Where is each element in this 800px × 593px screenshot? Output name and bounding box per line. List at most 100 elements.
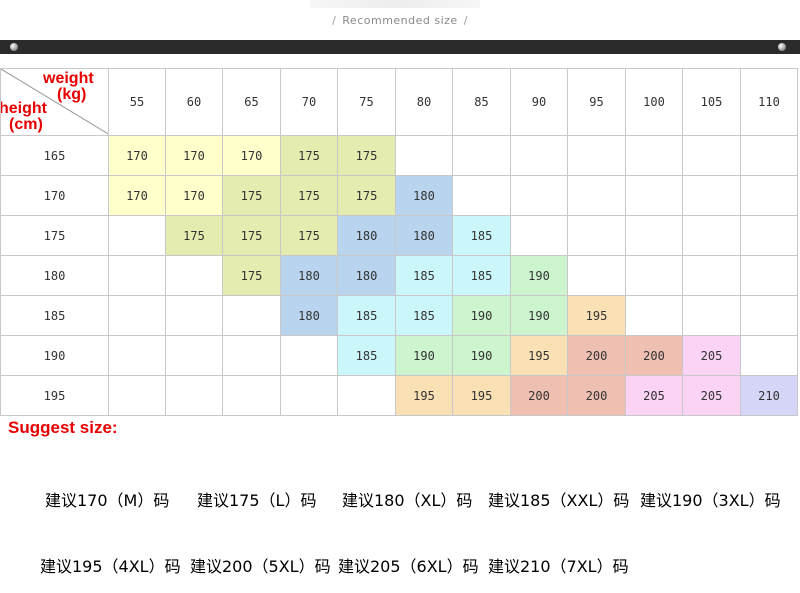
size-cell: 205 [682, 335, 741, 376]
size-cell: 185 [395, 255, 453, 296]
height-cell: 175 [0, 215, 109, 256]
size-cell [165, 295, 223, 336]
size-cell [625, 295, 683, 336]
legend-label: 建议175（L）码 [197, 491, 317, 510]
title-bar-left: / [332, 14, 337, 27]
size-cell: 195 [452, 375, 511, 416]
size-cell: 170 [108, 175, 166, 216]
size-cell [108, 255, 166, 296]
size-cell [510, 175, 568, 216]
size-cell: 200 [510, 375, 568, 416]
weight-header-cell: 105 [682, 68, 741, 136]
size-cell: 170 [165, 175, 223, 216]
header-decoration [310, 0, 480, 8]
size-cell [108, 295, 166, 336]
weight-header-cell: 70 [280, 68, 338, 136]
size-cell [625, 175, 683, 216]
size-cell: 200 [567, 375, 626, 416]
size-cell [625, 215, 683, 256]
height-cell: 170 [0, 175, 109, 216]
size-cell: 185 [452, 215, 511, 256]
size-cell: 200 [625, 335, 683, 376]
size-table: weight (kg) height (cm) 55 60 65 70 75 80 85 90… [0, 68, 798, 416]
size-cell [108, 375, 166, 416]
size-cell [740, 335, 798, 376]
size-cell [567, 255, 626, 296]
corner-cell: weight (kg) height (cm) [0, 68, 109, 136]
size-cell: 205 [682, 375, 741, 416]
size-cell [567, 175, 626, 216]
legend-label: 建议190（3XL）码 [640, 491, 781, 510]
header-title: / Recommended size / [0, 14, 800, 27]
size-cell: 195 [510, 335, 568, 376]
weight-header-cell: 110 [740, 68, 798, 136]
size-cell [222, 375, 281, 416]
screw-icon-left [10, 43, 18, 51]
size-cell: 190 [452, 335, 511, 376]
corner-diagonal [1, 69, 108, 135]
size-cell [452, 175, 511, 216]
size-cell: 190 [395, 335, 453, 376]
size-cell [740, 215, 798, 256]
weight-header-cell: 85 [452, 68, 511, 136]
size-cell [280, 375, 338, 416]
screw-icon-right [778, 43, 786, 51]
size-cell [625, 255, 683, 296]
size-cell: 210 [740, 375, 798, 416]
height-label: height [0, 100, 48, 117]
size-cell [337, 375, 396, 416]
size-cell: 180 [280, 255, 338, 296]
size-cell [108, 215, 166, 256]
table-row: 170 170 170 175 175 175 180 [0, 175, 798, 216]
size-cell: 180 [280, 295, 338, 336]
size-cell: 175 [222, 175, 281, 216]
size-cell: 195 [567, 295, 626, 336]
size-cell [222, 335, 281, 376]
legend-label: 建议195（4XL）码 [40, 557, 181, 576]
weight-label: weight [43, 70, 94, 87]
height-cell: 165 [0, 135, 109, 176]
size-cell [682, 175, 741, 216]
size-cell [165, 375, 223, 416]
size-cell: 195 [395, 375, 453, 416]
table-row: 190 185 190 190 195 200 200 205 [0, 335, 798, 376]
table-row: 180 175 180 180 185 185 190 [0, 255, 798, 296]
weight-header-cell: 55 [108, 68, 166, 136]
size-cell [682, 255, 741, 296]
weight-header-cell: 60 [165, 68, 223, 136]
size-cell [165, 335, 223, 376]
weight-header-cell: 80 [395, 68, 453, 136]
weight-header-cell: 90 [510, 68, 568, 136]
weight-header-cell: 100 [625, 68, 683, 136]
size-cell: 180 [337, 255, 396, 296]
weight-header-cell: 95 [567, 68, 626, 136]
size-cell: 175 [337, 135, 396, 176]
weight-unit: (kg) [57, 86, 87, 103]
height-cell: 190 [0, 335, 109, 376]
size-cell [682, 295, 741, 336]
size-cell [222, 295, 281, 336]
size-cell: 190 [510, 295, 568, 336]
size-cell: 185 [337, 295, 396, 336]
size-cell [510, 135, 568, 176]
title-bar-right: / [463, 14, 468, 27]
size-cell [567, 135, 626, 176]
legend-label: 建议185（XXL）码 [488, 491, 630, 510]
size-cell [682, 135, 741, 176]
legend-label: 建议180（XL）码 [342, 491, 473, 510]
weight-header-row: weight (kg) height (cm) 55 60 65 70 75 80 85 90… [0, 68, 798, 136]
size-cell [740, 255, 798, 296]
size-cell [165, 255, 223, 296]
size-cell: 185 [395, 295, 453, 336]
legend-label: 建议200（5XL）码 [190, 557, 331, 576]
size-cell [567, 215, 626, 256]
size-cell: 185 [452, 255, 511, 296]
weight-header-cell: 65 [222, 68, 281, 136]
size-cell: 175 [280, 175, 338, 216]
size-cell [452, 135, 511, 176]
height-unit: (cm) [9, 116, 43, 133]
size-cell: 170 [222, 135, 281, 176]
table-row: 195 195 195 200 200 205 205 210 [0, 375, 798, 416]
table-row: 165 170 170 170 175 175 [0, 135, 798, 176]
legend-label: 建议170（M）码 [45, 491, 170, 510]
